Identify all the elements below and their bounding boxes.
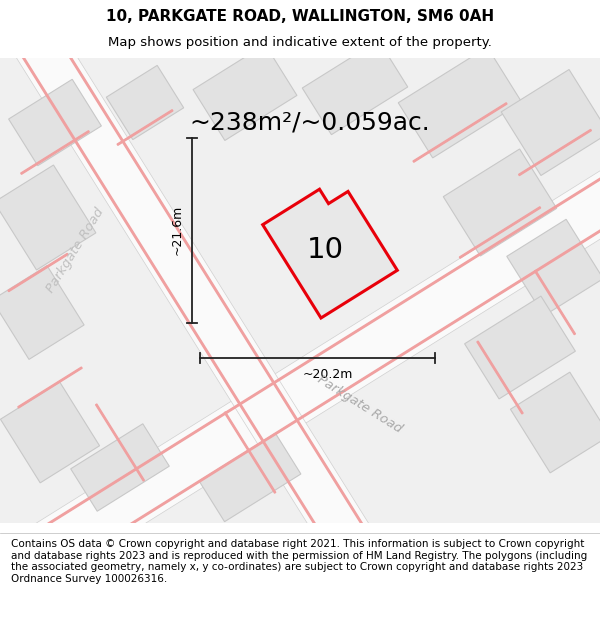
Text: 10: 10 xyxy=(307,236,343,264)
Polygon shape xyxy=(0,0,372,615)
Polygon shape xyxy=(518,129,592,176)
Text: Map shows position and indicative extent of the property.: Map shows position and indicative extent… xyxy=(108,36,492,49)
Polygon shape xyxy=(20,131,89,174)
Polygon shape xyxy=(511,372,600,473)
Polygon shape xyxy=(117,109,173,146)
Polygon shape xyxy=(507,219,600,316)
Text: Parkgate Road: Parkgate Road xyxy=(316,373,404,436)
Polygon shape xyxy=(477,341,523,414)
Polygon shape xyxy=(501,69,600,176)
Polygon shape xyxy=(0,135,600,613)
Polygon shape xyxy=(8,79,101,166)
Polygon shape xyxy=(535,270,575,335)
Text: ~238m²/~0.059ac.: ~238m²/~0.059ac. xyxy=(190,111,430,134)
Polygon shape xyxy=(464,296,575,399)
Polygon shape xyxy=(224,412,276,493)
Polygon shape xyxy=(0,0,410,618)
Text: Parkgate Road: Parkgate Road xyxy=(44,206,106,295)
Polygon shape xyxy=(263,189,397,318)
Polygon shape xyxy=(8,253,68,292)
Polygon shape xyxy=(199,433,301,522)
Text: ~20.2m: ~20.2m xyxy=(302,368,353,381)
Polygon shape xyxy=(0,129,600,625)
Polygon shape xyxy=(443,149,557,256)
Text: Contains OS data © Crown copyright and database right 2021. This information is : Contains OS data © Crown copyright and d… xyxy=(11,539,587,584)
Polygon shape xyxy=(460,207,541,258)
Polygon shape xyxy=(302,41,408,134)
Polygon shape xyxy=(0,172,600,625)
Polygon shape xyxy=(193,44,297,141)
Text: 10, PARKGATE ROAD, WALLINGTON, SM6 0AH: 10, PARKGATE ROAD, WALLINGTON, SM6 0AH xyxy=(106,9,494,24)
Text: ~21.6m: ~21.6m xyxy=(170,205,184,255)
Polygon shape xyxy=(95,404,145,481)
Polygon shape xyxy=(0,266,84,359)
Polygon shape xyxy=(106,66,184,139)
Polygon shape xyxy=(1,382,100,483)
Polygon shape xyxy=(18,367,82,408)
Polygon shape xyxy=(71,424,169,511)
Polygon shape xyxy=(0,0,406,594)
Polygon shape xyxy=(0,165,96,270)
Polygon shape xyxy=(413,102,507,162)
Polygon shape xyxy=(398,47,522,158)
